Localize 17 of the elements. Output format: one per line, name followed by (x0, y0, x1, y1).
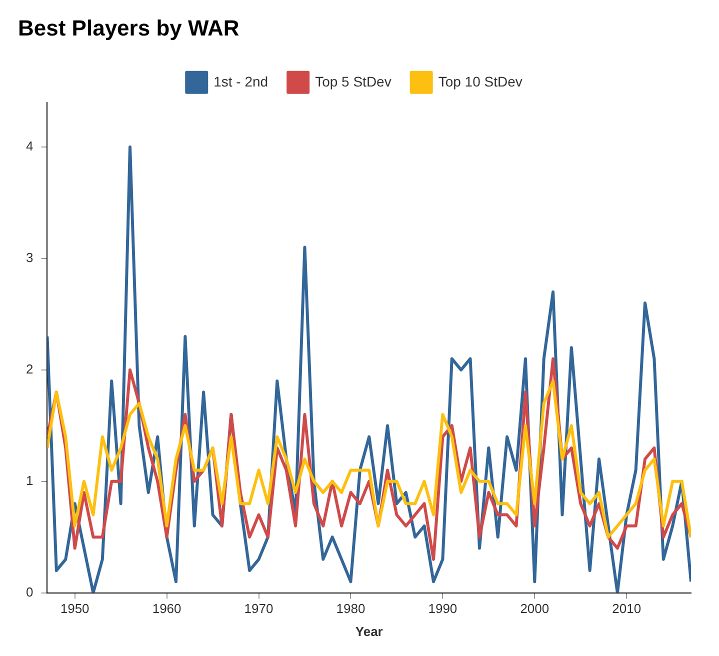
y-tick-label: 1 (26, 472, 34, 488)
legend-label: 1st - 2nd (214, 73, 268, 90)
y-tick-label: 2 (26, 361, 34, 376)
x-tick-label: 1960 (152, 601, 182, 616)
y-tick-label: 4 (26, 138, 34, 154)
x-tick-label: 1950 (60, 601, 90, 616)
x-tick-label: 1990 (428, 601, 458, 616)
chart-title: Best Players by WAR (18, 15, 240, 40)
x-tick-label: 2010 (612, 601, 642, 616)
x-tick-label: 1980 (336, 601, 366, 616)
x-axis-title: Year (355, 624, 383, 639)
y-tick-label: 0 (26, 584, 34, 600)
x-tick-label: 2000 (520, 601, 550, 616)
legend-label: Top 5 StDev (315, 73, 392, 90)
legend-label: Top 10 StDev (438, 73, 522, 90)
x-tick-label: 1970 (244, 601, 274, 616)
y-tick-label: 3 (26, 250, 34, 266)
